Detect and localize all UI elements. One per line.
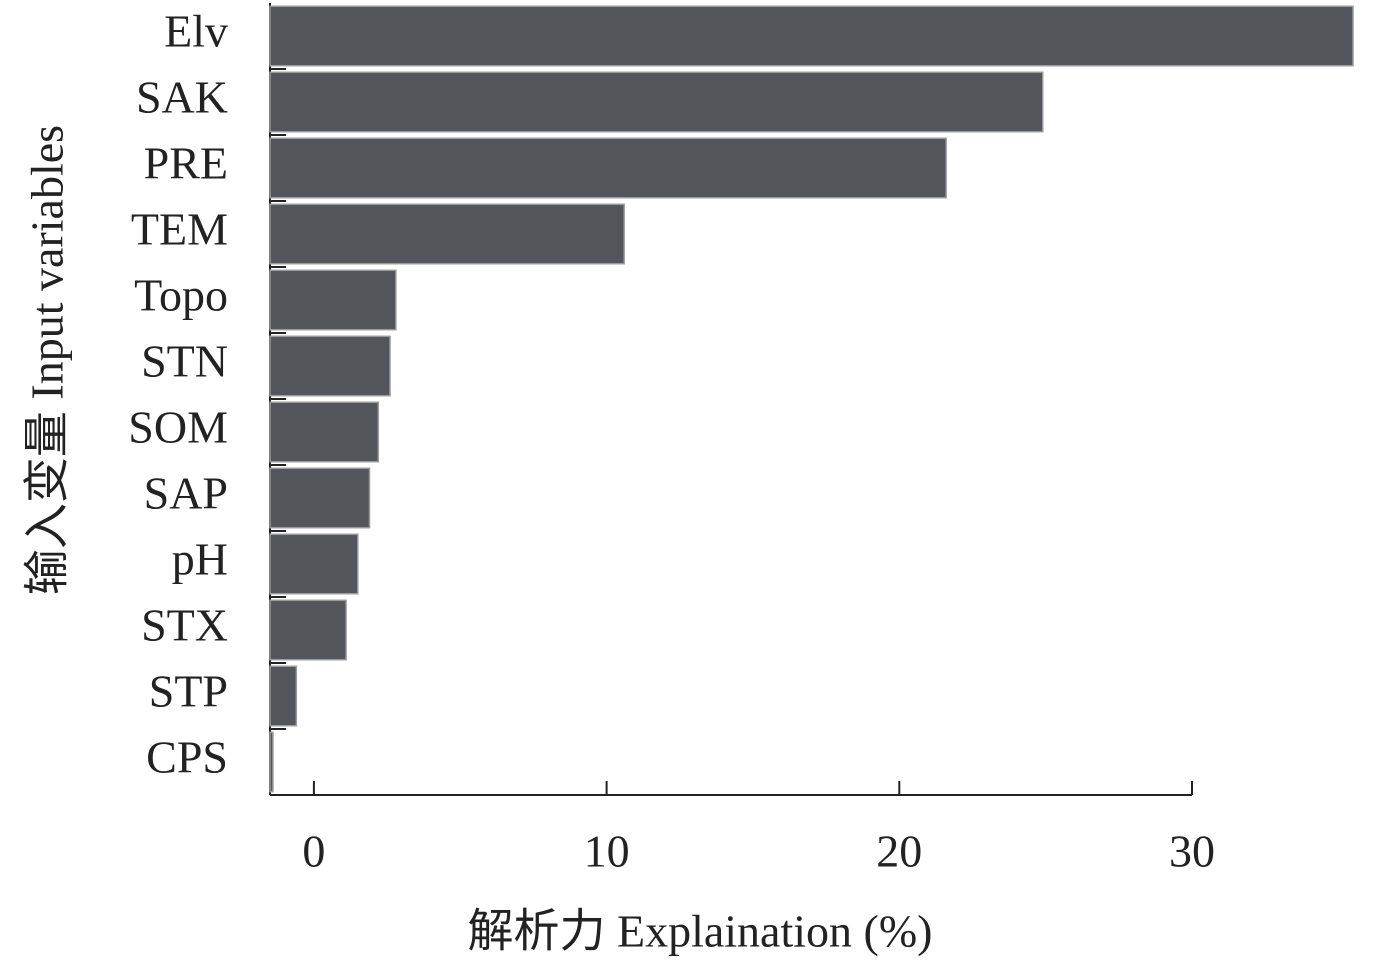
x-tick-label: 20: [876, 826, 922, 877]
y-tick-label: pH: [172, 534, 228, 585]
bar: [269, 665, 298, 727]
bar: [269, 467, 371, 529]
y-axis-title: 输入变量 Input variables: [22, 125, 73, 595]
x-tick-label: 30: [1169, 826, 1215, 877]
bar: [269, 269, 397, 331]
y-tick-label: STX: [141, 600, 228, 651]
y-tick-label: Topo: [134, 270, 228, 321]
bar: [269, 533, 359, 595]
y-tick-label: STP: [149, 666, 228, 717]
y-tick-label: SAK: [136, 72, 228, 123]
y-tick-label: SOM: [128, 402, 228, 453]
bar: [269, 731, 274, 793]
x-tick-label: 10: [584, 826, 630, 877]
y-tick-label: Elv: [164, 6, 228, 57]
y-tick-label: CPS: [146, 732, 228, 783]
bar: [269, 599, 347, 661]
bar: [269, 335, 391, 397]
y-tick-label: STN: [141, 336, 228, 387]
y-tick-label: TEM: [131, 204, 228, 255]
x-axis-title: 解析力 Explaination (%): [467, 906, 932, 957]
bar: [269, 137, 947, 199]
x-tick-label: 0: [302, 826, 325, 877]
bar: [269, 401, 380, 463]
bar: [269, 203, 625, 265]
bar: [269, 5, 1354, 67]
y-tick-label: SAP: [144, 468, 228, 519]
bar: [269, 71, 1044, 133]
y-tick-label: PRE: [144, 138, 228, 189]
